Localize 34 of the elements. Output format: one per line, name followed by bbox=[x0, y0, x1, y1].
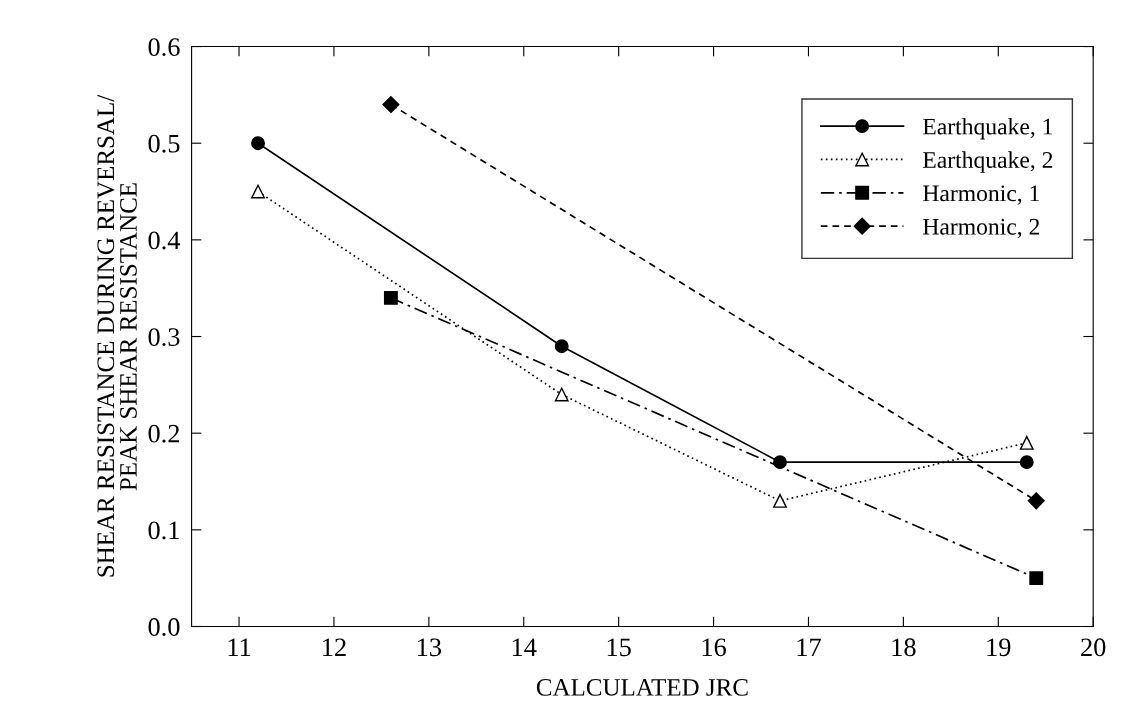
point bbox=[773, 493, 787, 508]
legend-label: Earthquake, 1 bbox=[923, 117, 1053, 140]
y-tick-label: 0.2 bbox=[148, 424, 180, 443]
point bbox=[554, 339, 569, 354]
x-tick-label: 13 bbox=[417, 638, 442, 657]
point bbox=[251, 136, 265, 151]
x-tick-label: 12 bbox=[323, 638, 346, 656]
x-axis-title: CALCULATED JRC bbox=[536, 679, 748, 696]
legend-label: Harmonic, 1 bbox=[923, 185, 1039, 205]
y-tick-label: 0.4 bbox=[148, 231, 181, 250]
y-tick-label: 0.3 bbox=[148, 328, 180, 347]
point bbox=[1029, 571, 1044, 586]
legend-label: Earthquake, 2 bbox=[923, 151, 1053, 173]
y-tick-label: 0.6 bbox=[148, 38, 180, 57]
x-tick-label: 17 bbox=[797, 638, 821, 656]
x-tick-label: 15 bbox=[607, 638, 631, 657]
x-tick-label: 18 bbox=[892, 638, 916, 657]
y-tick-label: 0.0 bbox=[148, 618, 180, 637]
point bbox=[1019, 455, 1034, 470]
point bbox=[383, 290, 398, 305]
point bbox=[554, 387, 569, 402]
x-tick-label: 19 bbox=[987, 638, 1011, 657]
x-tick-label: 14 bbox=[512, 638, 537, 656]
point bbox=[251, 184, 265, 199]
y-axis-title: SHEAR RESISTANCE DURING REVERSAL/ PEAK SHEAR RESISTANCE bbox=[97, 94, 137, 577]
y-tick-label: 0.5 bbox=[148, 134, 180, 153]
y-tick-label: 0.1 bbox=[148, 521, 179, 540]
x-tick-label: 11 bbox=[228, 638, 251, 656]
point bbox=[1019, 435, 1034, 450]
point bbox=[1027, 492, 1045, 510]
x-tick-label: 16 bbox=[702, 638, 726, 657]
x-tick-label: 20 bbox=[1081, 638, 1106, 657]
legend-label: Harmonic, 2 bbox=[923, 218, 1040, 239]
point bbox=[382, 95, 400, 114]
